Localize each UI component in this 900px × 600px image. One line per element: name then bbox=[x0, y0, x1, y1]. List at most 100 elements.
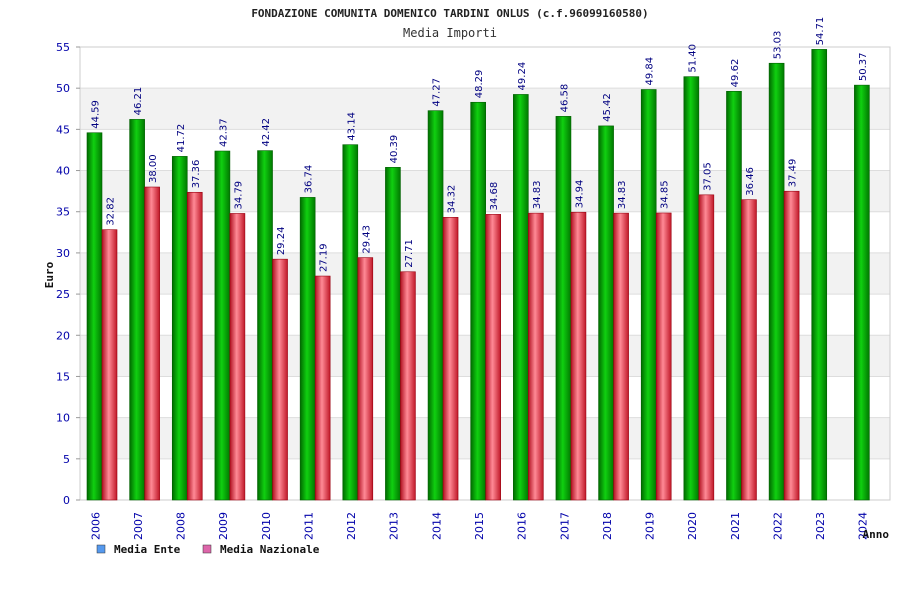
bar-media-ente-2020 bbox=[683, 76, 700, 501]
bar-media-ente-2022 bbox=[768, 62, 785, 501]
legend-label-media-nazionale: Media Nazionale bbox=[220, 543, 320, 556]
bar-media-ente-2011 bbox=[299, 197, 316, 501]
bar-media-ente-2023 bbox=[811, 49, 828, 501]
bar-media-ente-2010 bbox=[257, 150, 273, 501]
bar-media-nazionale-2015 bbox=[485, 214, 501, 501]
bar-media-nazionale-2009 bbox=[229, 213, 246, 501]
data-label-media-ente-2013: 40.39 bbox=[389, 135, 400, 164]
data-label-media-nazionale-2020: 37.05 bbox=[702, 162, 713, 191]
bar-media-ente-2012 bbox=[342, 144, 359, 501]
chart-subtitle: Media Importi bbox=[403, 26, 497, 40]
bar-media-ente-2008 bbox=[171, 156, 188, 501]
data-label-media-ente-2015: 48.29 bbox=[474, 70, 485, 99]
data-label-media-ente-2008: 41.72 bbox=[176, 124, 187, 153]
bar-media-ente-2021 bbox=[726, 91, 742, 501]
chart-title: FONDAZIONE COMUNITA DOMENICO TARDINI ONL… bbox=[251, 7, 648, 20]
data-label-media-ente-2012: 43.14 bbox=[346, 112, 357, 141]
x-tick-label-2016: 2016 bbox=[516, 512, 529, 540]
data-label-media-nazionale-2012: 29.43 bbox=[361, 225, 372, 254]
data-label-media-ente-2021: 49.62 bbox=[730, 59, 741, 88]
data-label-media-ente-2016: 49.24 bbox=[517, 62, 528, 91]
y-tick-label: 0 bbox=[63, 494, 70, 507]
data-label-media-nazionale-2011: 27.19 bbox=[319, 243, 330, 272]
bar-media-nazionale-2021 bbox=[741, 199, 757, 501]
bars: 44.59 32.82 46.21 38.00 41.72 37.36 42.37 34.79… bbox=[86, 17, 870, 501]
y-tick-label: 35 bbox=[56, 206, 70, 219]
data-label-media-nazionale-2007: 38.00 bbox=[148, 154, 159, 183]
bar-media-nazionale-2016 bbox=[528, 212, 544, 501]
bar-media-nazionale-2019 bbox=[655, 212, 672, 501]
data-label-media-nazionale-2018: 34.83 bbox=[617, 180, 628, 209]
legend: Media Ente Media Nazionale bbox=[96, 543, 320, 556]
bar-media-ente-2009 bbox=[214, 150, 231, 501]
y-tick-label: 30 bbox=[56, 247, 70, 260]
bar-media-ente-2014 bbox=[427, 110, 444, 501]
bar-media-nazionale-2014 bbox=[442, 217, 459, 501]
data-label-media-ente-2020: 51.40 bbox=[687, 44, 698, 73]
legend-swatch-media-ente bbox=[96, 544, 106, 554]
y-axis-ticks: 0 5 10 15 20 25 30 35 40 45 50 55 bbox=[56, 41, 80, 507]
data-label-media-nazionale-2017: 34.94 bbox=[574, 180, 585, 209]
x-axis-label: Anno bbox=[863, 528, 890, 541]
x-tick-label-2008: 2008 bbox=[175, 512, 188, 540]
x-tick-label-2014: 2014 bbox=[430, 512, 443, 540]
bar-media-nazionale-2018 bbox=[613, 212, 629, 501]
x-tick-label-2024: 2024 bbox=[857, 512, 870, 540]
y-tick-label: 25 bbox=[56, 288, 70, 301]
x-tick-label-2007: 2007 bbox=[132, 512, 145, 540]
bar-media-nazionale-2013 bbox=[400, 271, 416, 501]
data-label-media-nazionale-2006: 32.82 bbox=[106, 197, 117, 226]
data-label-media-nazionale-2022: 37.49 bbox=[788, 159, 799, 188]
x-tick-label-2020: 2020 bbox=[686, 512, 699, 540]
bar-media-ente-2007 bbox=[129, 119, 145, 501]
x-tick-label-2019: 2019 bbox=[644, 512, 657, 540]
data-label-media-ente-2007: 46.21 bbox=[133, 87, 144, 116]
bar-media-nazionale-2010 bbox=[272, 258, 288, 501]
y-tick-label: 50 bbox=[56, 82, 70, 95]
x-tick-label-2006: 2006 bbox=[89, 512, 102, 540]
bar-media-nazionale-2022 bbox=[783, 190, 800, 501]
x-tick-label-2012: 2012 bbox=[345, 512, 358, 540]
data-label-media-ente-2009: 42.37 bbox=[218, 118, 229, 147]
bar-media-ente-2024 bbox=[854, 84, 870, 501]
x-tick-label-2018: 2018 bbox=[601, 512, 614, 540]
x-tick-label-2009: 2009 bbox=[217, 512, 230, 540]
bar-media-nazionale-2006 bbox=[101, 229, 118, 501]
y-tick-label: 40 bbox=[56, 165, 70, 178]
data-label-media-nazionale-2021: 36.46 bbox=[745, 167, 756, 196]
data-label-media-ente-2006: 44.59 bbox=[91, 100, 102, 129]
y-tick-label: 45 bbox=[56, 123, 70, 136]
y-tick-label: 10 bbox=[56, 412, 70, 425]
x-tick-label-2011: 2011 bbox=[302, 512, 315, 540]
bar-media-nazionale-2007 bbox=[144, 186, 160, 501]
bar-media-ente-2019 bbox=[640, 89, 657, 501]
data-label-media-ente-2018: 45.42 bbox=[602, 93, 613, 122]
legend-label-media-ente: Media Ente bbox=[114, 543, 181, 556]
x-tick-label-2017: 2017 bbox=[558, 512, 571, 540]
data-label-media-nazionale-2016: 34.83 bbox=[532, 180, 543, 209]
bar-media-ente-2016 bbox=[513, 94, 529, 501]
data-label-media-nazionale-2015: 34.68 bbox=[489, 182, 500, 211]
data-label-media-nazionale-2010: 29.24 bbox=[276, 227, 287, 256]
x-tick-label-2015: 2015 bbox=[473, 512, 486, 540]
bar-media-ente-2018 bbox=[598, 125, 614, 501]
bar-media-ente-2015 bbox=[470, 101, 486, 501]
data-label-media-ente-2010: 42.42 bbox=[261, 118, 272, 147]
x-tick-label-2023: 2023 bbox=[814, 512, 827, 540]
y-axis-label: Euro bbox=[43, 261, 56, 288]
bar-media-nazionale-2017 bbox=[570, 211, 587, 501]
data-label-media-ente-2019: 49.84 bbox=[645, 57, 656, 86]
y-tick-label: 55 bbox=[56, 41, 70, 54]
x-tick-label-2022: 2022 bbox=[771, 512, 784, 540]
bar-media-nazionale-2020 bbox=[698, 194, 715, 501]
legend-swatch-media-nazionale bbox=[202, 544, 212, 554]
data-label-media-ente-2011: 36.74 bbox=[304, 165, 315, 194]
x-axis-ticks: 2006 2007 2008 2009 2010 2011 2012 2013 2014 2015… bbox=[89, 512, 869, 540]
data-label-media-nazionale-2009: 34.79 bbox=[233, 181, 244, 210]
data-label-media-nazionale-2014: 34.32 bbox=[447, 185, 458, 214]
data-label-media-ente-2014: 47.27 bbox=[432, 78, 443, 107]
bar-media-ente-2006 bbox=[86, 132, 103, 501]
y-tick-label: 5 bbox=[63, 453, 70, 466]
bar-media-nazionale-2011 bbox=[314, 275, 331, 501]
